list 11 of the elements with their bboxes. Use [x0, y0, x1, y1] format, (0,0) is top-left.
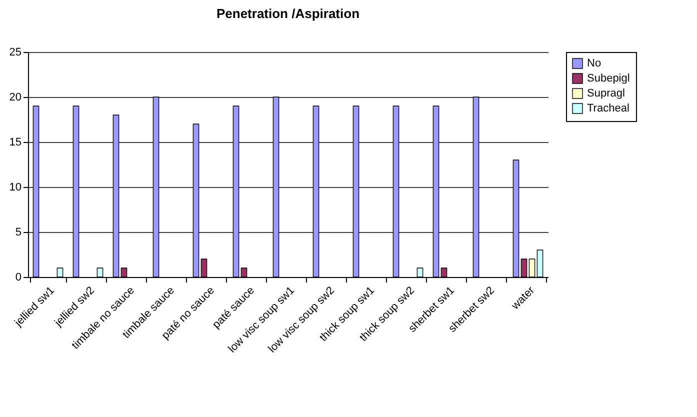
legend-label: No [587, 58, 602, 70]
chart-title: Penetration /Aspiration [216, 6, 360, 21]
y-tick-label: 15 [9, 136, 22, 148]
y-tick-label: 0 [15, 272, 22, 284]
legend-label: Tracheal [587, 102, 630, 114]
y-tick-label: 10 [9, 182, 22, 194]
legend-label: Subepigl [587, 72, 630, 84]
legend-label: Supragl [587, 88, 625, 100]
y-tick-label: 20 [9, 92, 22, 104]
y-tick-label: 5 [15, 226, 22, 238]
y-tick-label: 25 [9, 46, 22, 58]
